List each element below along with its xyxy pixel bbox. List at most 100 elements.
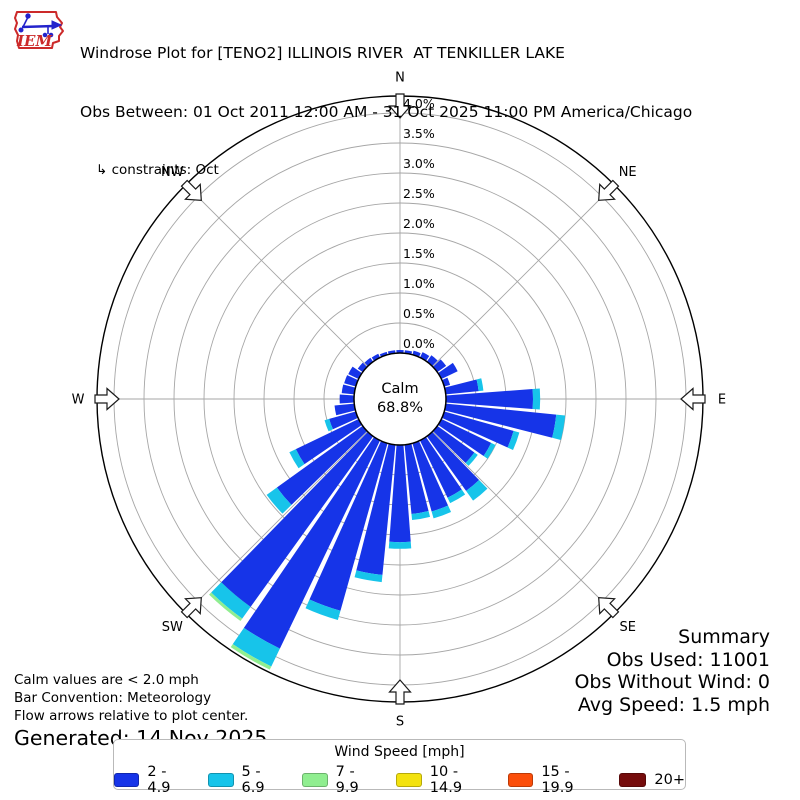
windrose-bar-segment	[419, 437, 462, 498]
windrose-bar-segment	[444, 403, 557, 438]
windrose-bar-segment	[445, 389, 533, 409]
summary-obs-used: Obs Used: 11001	[606, 648, 770, 671]
compass-spoke	[185, 184, 368, 367]
windrose-bar-segment	[426, 431, 480, 491]
iem-logo: IEM	[14, 11, 64, 50]
calm-label: Calm	[381, 381, 418, 397]
radial-tick-label: 0.0%	[403, 336, 435, 351]
calm-percent: 68.8%	[377, 400, 423, 416]
radial-tick-label: 1.0%	[403, 276, 435, 291]
windrose-bar-segment	[289, 449, 305, 469]
radial-tick-label: 0.5%	[403, 306, 435, 321]
windrose-bar-segment	[354, 570, 383, 583]
compass-label-e: E	[718, 393, 726, 408]
legend-title: Wind Speed [mph]	[334, 744, 465, 760]
windrose-bar-segment	[438, 418, 492, 457]
windrose-bar-segment	[432, 425, 475, 463]
windrose-bar-segment	[334, 403, 356, 416]
legend-swatch	[396, 773, 422, 787]
legend-label: 2 - 4.9	[147, 764, 171, 796]
flow-arrow-icon	[598, 179, 620, 201]
legend-swatch	[619, 773, 647, 787]
windrose-bar-segment	[412, 350, 421, 358]
windrose-bar-segment	[364, 357, 374, 367]
compass-spoke	[432, 184, 615, 367]
windrose-bar-segment	[348, 366, 362, 380]
weather-station-icon	[18, 13, 63, 38]
radial-tick-label: 4.0%	[403, 96, 435, 111]
windrose-bar-segment	[295, 418, 362, 465]
windrose-bar-segment	[379, 351, 388, 358]
windrose-bar-segment	[305, 599, 341, 621]
iowa-outline-icon	[14, 11, 64, 49]
windrose-bar-segment	[344, 375, 359, 387]
bar-convention-note: Bar Convention: Meteorology	[14, 690, 212, 706]
flow-arrows-note: Flow arrows relative to plot center.	[14, 708, 249, 724]
radial-tick-label: 3.5%	[403, 126, 435, 141]
legend-label: 20+	[654, 772, 686, 788]
legend-row: 2 - 4.9 5 - 6.9 7 - 9.9 10 - 14.9 15 - 19.9 2…	[114, 764, 685, 796]
legend-label: 7 - 9.9	[335, 764, 359, 796]
windrose-bar-segment	[266, 487, 292, 514]
windrose-bar-segment	[388, 541, 412, 549]
windrose-bar-segment	[431, 505, 452, 519]
legend-label: 10 - 14.9	[429, 764, 463, 796]
windrose-bar-segment	[209, 592, 243, 622]
windrose-bar-segment	[552, 414, 566, 441]
windrose-bar-segment	[329, 411, 359, 430]
windrose-bar-segment	[339, 394, 355, 404]
windrose-bar-segment	[419, 352, 430, 361]
flow-arrow-icon	[388, 93, 412, 119]
legend-swatch	[507, 773, 534, 787]
flow-arrow-icon	[180, 597, 202, 619]
plot-subtitle: Obs Between: 01 Oct 2011 12:00 AM - 31 O…	[80, 103, 693, 121]
windrose-bar-segment	[211, 582, 251, 619]
wind-speed-legend: Wind Speed [mph] 2 - 4.9 5 - 6.9 7 - 9.9 10…	[113, 739, 686, 796]
flow-arrow-icon	[94, 387, 120, 411]
windrose-bar-segment	[309, 440, 388, 611]
windrose-bar-segment	[230, 644, 272, 670]
windrose-bar-segment	[444, 379, 479, 395]
radial-tick-label: 1.5%	[403, 246, 435, 261]
summary-obs-without-wind: Obs Without Wind: 0	[574, 671, 770, 693]
windrose-bar-segment	[411, 511, 431, 520]
windrose-bar-segment	[276, 425, 368, 505]
flow-arrow-icon	[180, 179, 202, 201]
legend-item: 7 - 9.9	[302, 764, 379, 796]
legend-item: 20+	[619, 772, 685, 788]
windrose-bar-segment	[438, 362, 458, 380]
windrose-bar-segment	[441, 411, 514, 448]
summary-heading: Summary	[678, 626, 770, 648]
calm-circle	[353, 352, 447, 446]
legend-label: 5 - 6.9	[241, 764, 265, 796]
windrose-bar-segment	[221, 431, 374, 607]
windrose-bar-segment	[532, 388, 541, 410]
windrose-bar-segment	[243, 437, 381, 649]
radial-tick-label: 2.0%	[403, 216, 435, 231]
windrose-bar-segment	[371, 353, 381, 361]
legend-item: 2 - 4.9	[114, 764, 191, 796]
legend-swatch	[208, 773, 234, 787]
header: Windrose Plot for [TENO2] ILLINOIS RIVER…	[80, 5, 692, 199]
radial-tick-label: 3.0%	[403, 156, 435, 171]
radial-tick-label: 2.5%	[403, 186, 435, 201]
flow-arrow-icon	[598, 597, 620, 619]
flow-arrow-icon	[680, 387, 706, 411]
windrose-bar-segment	[389, 444, 411, 543]
compass-spoke	[432, 431, 615, 614]
windrose-bar-segment	[507, 430, 520, 451]
calm-threshold-note: Calm values are < 2.0 mph	[14, 672, 199, 688]
legend-swatch	[302, 773, 328, 787]
windrose-bar-segment	[466, 480, 488, 501]
windrose-bar-segment	[465, 452, 478, 466]
legend-item: 10 - 14.9	[396, 764, 491, 796]
windrose-bar-segment	[324, 418, 333, 432]
compass-label-sw: SW	[162, 620, 183, 635]
summary-block: Summary Obs Used: 11001 Obs Without Wind…	[574, 626, 770, 716]
plot-title: Windrose Plot for [TENO2] ILLINOIS RIVER…	[80, 44, 565, 62]
compass-label-nw: NW	[161, 165, 184, 180]
compass-label-ne: NE	[619, 165, 637, 180]
windrose-bar-segment	[404, 443, 429, 515]
windrose-bar-segment	[357, 362, 368, 373]
